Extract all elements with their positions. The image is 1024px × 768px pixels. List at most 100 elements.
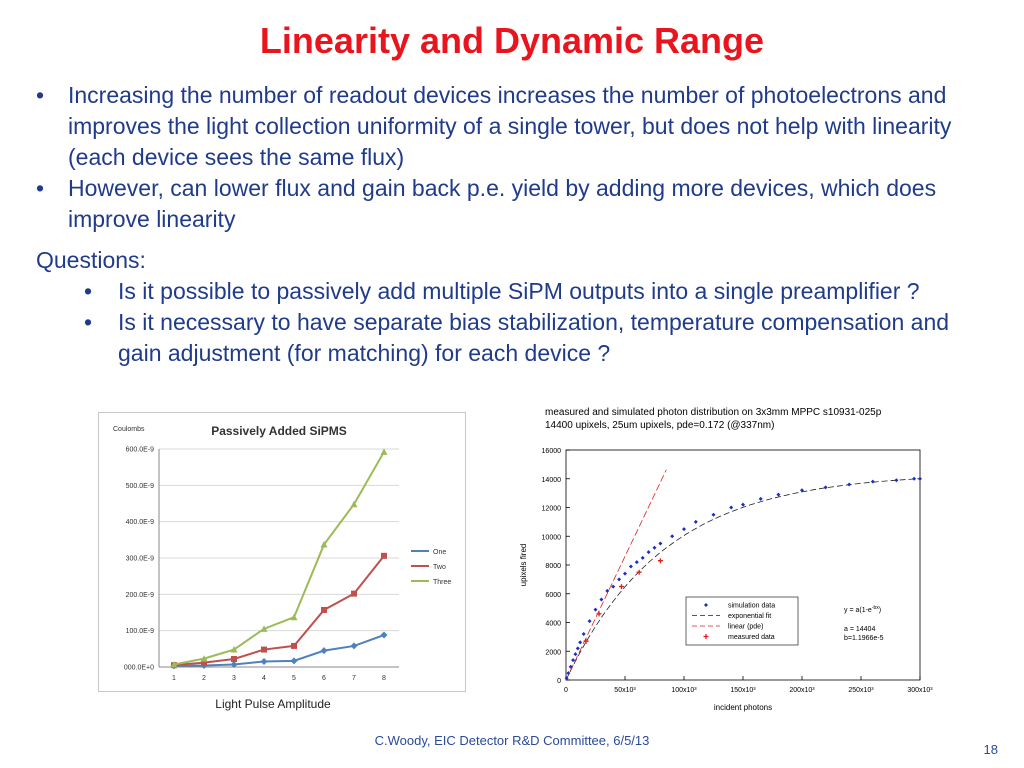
questions-section: Questions: Is it possible to passively a… xyxy=(36,245,996,369)
y-tick-label: 14000 xyxy=(542,477,562,484)
measured-point xyxy=(583,638,589,644)
simulation-point xyxy=(758,496,763,501)
legend-label: Three xyxy=(433,579,451,586)
y-tick-label: 6000 xyxy=(545,592,561,599)
data-point xyxy=(231,656,237,663)
linear-pde-line xyxy=(565,469,667,681)
x-tick-label: 4 xyxy=(262,675,266,682)
y-axis-label: Coulombs xyxy=(113,426,145,433)
footer-text: C.Woody, EIC Detector R&D Committee, 6/5… xyxy=(374,733,650,748)
simulation-point xyxy=(912,476,917,481)
exponential-fit-curve xyxy=(565,478,921,681)
y-tick-label: 8000 xyxy=(545,563,561,570)
mppc-scatter-chart-svg: 0 2000 4000 6000 8000 10000 12000 14000 16000 0 50… xyxy=(519,448,933,712)
series-line-two xyxy=(173,555,385,667)
questions-heading: Questions: xyxy=(36,247,146,273)
simulation-point xyxy=(847,482,852,487)
bullet-item: Increasing the number of readout devices… xyxy=(36,80,996,173)
simulation-point xyxy=(578,640,583,645)
simulation-point xyxy=(776,492,781,497)
series-line-one xyxy=(173,634,385,667)
y-tick-label: 100.0E-9 xyxy=(126,628,155,635)
x-tick-label: 50x10³ xyxy=(614,687,636,694)
data-point xyxy=(230,646,238,653)
simulation-point xyxy=(628,564,633,569)
data-point xyxy=(320,647,328,655)
x-tick-label: 3 xyxy=(232,675,236,682)
bullet-list: Increasing the number of readout devices… xyxy=(36,80,996,235)
fit-param-b: b=1.1966e-5 xyxy=(844,635,884,642)
fit-formula: y = a(1-e-bx) xyxy=(844,605,881,614)
data-point xyxy=(291,642,297,649)
simulation-point xyxy=(575,646,580,651)
data-point xyxy=(230,660,238,668)
right-chart-title-line2: 14400 upixels, 25um upixels, pde=0.172 (… xyxy=(545,420,775,431)
simulation-point xyxy=(658,541,663,546)
right-chart-title-line1: measured and simulated photon distributi… xyxy=(545,407,882,418)
simulation-point xyxy=(605,588,610,593)
x-tick-label: 250x10³ xyxy=(848,687,874,694)
x-tick-label: 150x10³ xyxy=(730,687,756,694)
x-axis-label: incident photons xyxy=(714,703,772,712)
simulation-point xyxy=(823,485,828,490)
y-tick-label: 000.0E+0 xyxy=(124,665,154,672)
data-point xyxy=(170,660,178,668)
chart-title: Passively Added SiPMS xyxy=(211,424,347,438)
y-tick-label: 0 xyxy=(557,678,561,685)
x-tick-label: 300x10³ xyxy=(907,687,933,694)
slide-title: Linearity and Dynamic Range xyxy=(259,20,765,61)
y-tick-label: 10000 xyxy=(542,534,562,541)
mppc-scatter-chart: 0 2000 4000 6000 8000 10000 12000 14000 16000 0 50… xyxy=(514,440,944,720)
simulation-point xyxy=(573,652,578,657)
measured-point xyxy=(657,558,663,564)
x-tick-label: 2 xyxy=(202,675,206,682)
legend-label: Two xyxy=(433,564,446,571)
y-tick-label: 300.0E-9 xyxy=(126,556,155,563)
fit-param-a: a = 14404 xyxy=(844,626,875,633)
simulation-point xyxy=(870,479,875,484)
sipm-line-chart: Passively Added SiPMS Coulombs 000.0E+0 100… xyxy=(98,412,466,692)
simulation-point xyxy=(652,545,657,550)
legend-label: One xyxy=(433,549,446,556)
simulation-point xyxy=(617,577,622,582)
simulation-point xyxy=(711,512,716,517)
measured-point xyxy=(596,611,602,617)
simulation-point xyxy=(611,584,616,589)
measured-point xyxy=(618,584,624,590)
simulation-point xyxy=(564,676,569,681)
data-point xyxy=(350,642,358,650)
x-tick-label: 1 xyxy=(172,675,176,682)
data-point xyxy=(320,541,328,548)
x-tick-label: 200x10³ xyxy=(789,687,815,694)
data-point xyxy=(350,500,358,508)
data-point xyxy=(351,590,357,597)
y-tick-label: 16000 xyxy=(542,448,562,455)
y-tick-label: 500.0E-9 xyxy=(126,483,155,490)
y-tick-label: 4000 xyxy=(545,621,561,628)
simulation-point xyxy=(646,550,651,555)
left-chart-caption: Light Pulse Amplitude xyxy=(215,697,331,711)
x-tick-label: 8 xyxy=(382,675,386,682)
data-point xyxy=(290,657,298,665)
simulation-point xyxy=(693,519,698,524)
y-axis-label: upixels fired xyxy=(519,544,528,587)
data-point xyxy=(260,658,268,666)
simulation-point xyxy=(640,555,645,560)
simulation-point xyxy=(587,619,592,624)
data-point xyxy=(381,552,387,559)
right-chart-title: measured and simulated photon distributi… xyxy=(545,406,1015,432)
simulation-point xyxy=(729,505,734,510)
simulation-point xyxy=(623,571,627,576)
y-tick-label: 600.0E-9 xyxy=(126,447,155,454)
plot-frame xyxy=(565,449,921,681)
x-tick-label: 6 xyxy=(322,675,326,682)
series-line-three xyxy=(173,451,385,666)
data-point xyxy=(201,659,207,666)
simulation-point xyxy=(634,560,639,565)
y-tick-label: 400.0E-9 xyxy=(126,519,155,526)
data-point xyxy=(200,655,208,662)
question-item: Is it possible to passively add multiple… xyxy=(84,276,996,307)
legend-marker xyxy=(704,603,708,607)
question-item: Is it necessary to have separate bias st… xyxy=(84,307,996,369)
data-point xyxy=(261,646,267,653)
